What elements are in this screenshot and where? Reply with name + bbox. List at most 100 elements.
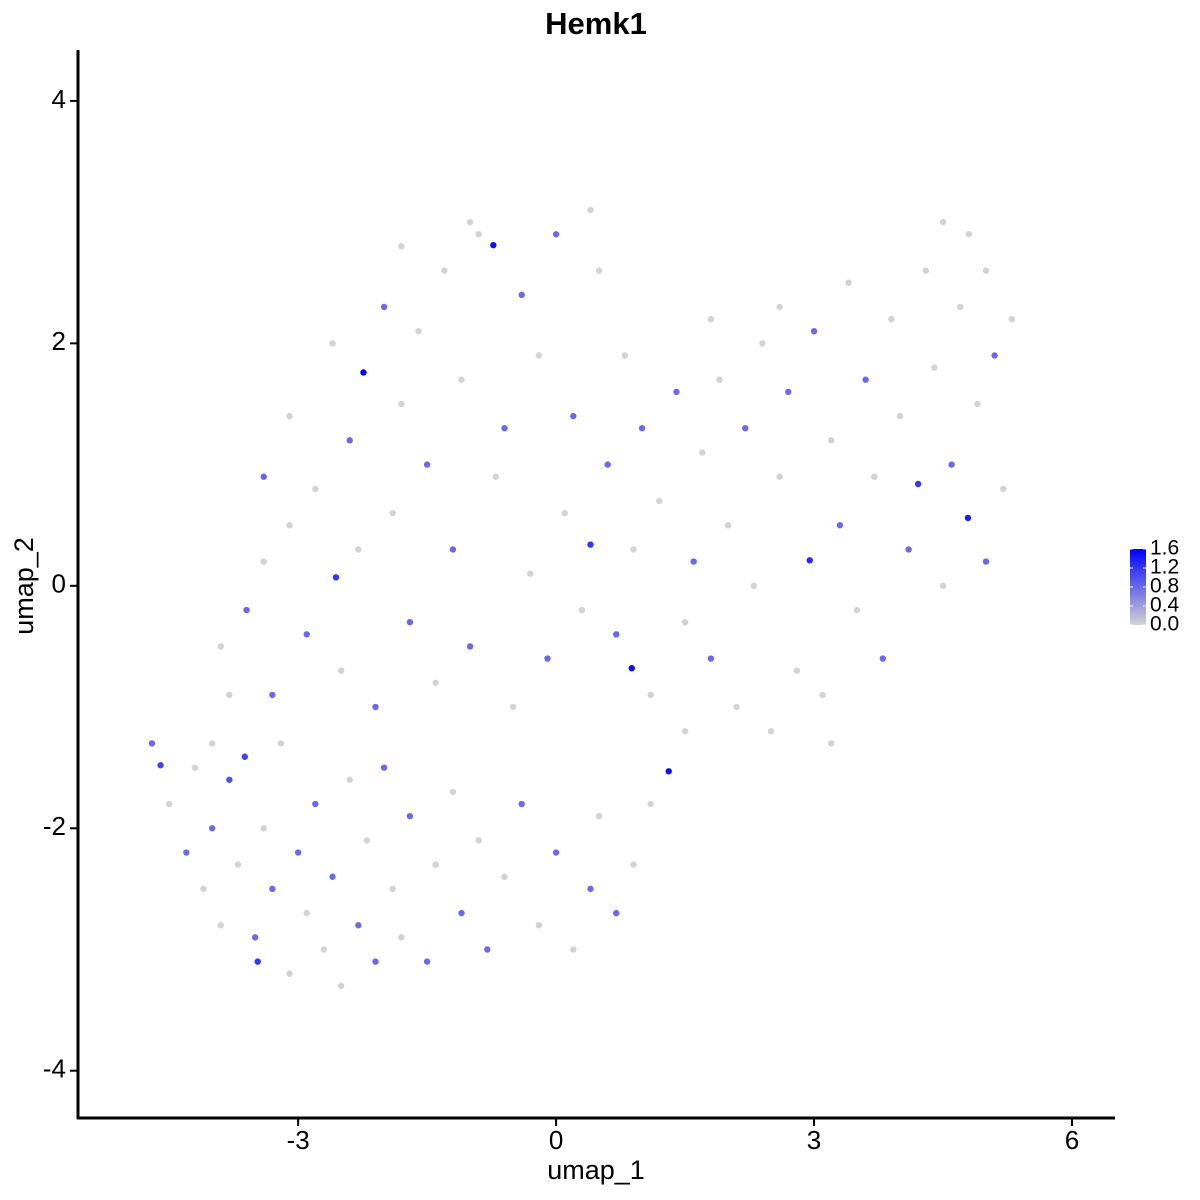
point xyxy=(226,776,233,783)
point xyxy=(466,643,474,650)
point xyxy=(312,800,319,808)
point xyxy=(501,873,508,880)
point xyxy=(286,522,293,529)
point xyxy=(509,703,517,711)
point xyxy=(1000,485,1007,493)
point xyxy=(939,582,947,590)
point xyxy=(656,497,663,505)
point xyxy=(380,303,388,311)
colorbar-tick-label: 1.6 xyxy=(1150,537,1179,560)
point xyxy=(329,873,336,880)
point xyxy=(372,958,379,965)
point xyxy=(260,825,267,832)
point xyxy=(527,570,534,577)
point xyxy=(415,328,422,335)
point xyxy=(991,352,998,359)
point xyxy=(269,691,276,699)
point xyxy=(332,574,340,581)
point xyxy=(957,303,964,311)
point xyxy=(630,546,637,553)
point xyxy=(785,388,792,396)
point xyxy=(475,231,482,238)
point xyxy=(458,376,465,383)
point xyxy=(613,909,620,917)
point xyxy=(208,740,216,747)
point xyxy=(346,776,353,783)
point xyxy=(432,861,439,868)
point xyxy=(733,703,740,711)
point xyxy=(561,509,568,517)
point xyxy=(346,437,353,444)
point xyxy=(914,480,922,488)
point xyxy=(965,231,973,238)
point xyxy=(793,667,801,674)
point xyxy=(286,412,293,420)
point xyxy=(363,837,371,844)
point xyxy=(638,425,646,432)
colorbar-tick-label: 1.2 xyxy=(1150,556,1179,579)
y-tick-label: -2 xyxy=(43,811,66,841)
point xyxy=(699,449,706,456)
point xyxy=(905,546,912,553)
point xyxy=(673,388,680,396)
x-tick-label: 6 xyxy=(1065,1125,1079,1155)
point xyxy=(1008,315,1016,323)
point xyxy=(226,691,233,699)
point xyxy=(974,400,981,408)
point xyxy=(806,557,813,564)
x-tick-label: 0 xyxy=(549,1125,563,1155)
point xyxy=(931,364,938,371)
point xyxy=(535,922,543,929)
point xyxy=(862,376,869,383)
point xyxy=(630,861,637,868)
point xyxy=(681,618,689,626)
point xyxy=(665,768,672,775)
point xyxy=(836,522,844,529)
point xyxy=(157,762,164,769)
point xyxy=(578,606,586,614)
point xyxy=(552,231,560,238)
point xyxy=(518,291,525,299)
point xyxy=(776,303,783,311)
point xyxy=(251,934,259,941)
point xyxy=(277,740,285,747)
point xyxy=(750,582,758,590)
point xyxy=(492,473,500,480)
point xyxy=(939,218,947,226)
point xyxy=(681,728,689,735)
point xyxy=(948,461,955,468)
point xyxy=(254,958,261,965)
point xyxy=(355,546,362,553)
point xyxy=(406,618,414,626)
point xyxy=(587,541,594,548)
point xyxy=(260,558,267,565)
point xyxy=(329,340,336,347)
point xyxy=(398,400,405,408)
point xyxy=(484,946,491,953)
point xyxy=(372,703,379,711)
point xyxy=(458,909,465,917)
chart-title: Hemk1 xyxy=(545,6,647,41)
point xyxy=(269,885,276,893)
point xyxy=(243,606,250,614)
point xyxy=(303,631,310,638)
point xyxy=(552,849,560,856)
y-axis-label: umap_2 xyxy=(9,537,39,635)
point xyxy=(449,788,457,796)
point xyxy=(389,885,396,893)
point xyxy=(604,461,611,468)
point xyxy=(355,922,362,929)
point xyxy=(982,558,990,565)
point xyxy=(570,412,577,420)
point xyxy=(595,267,603,274)
point xyxy=(337,982,345,990)
point xyxy=(964,514,972,522)
point xyxy=(853,606,861,614)
point xyxy=(200,885,207,893)
point xyxy=(707,655,715,662)
point xyxy=(724,522,732,529)
point xyxy=(208,825,216,832)
point xyxy=(587,885,594,893)
point xyxy=(183,849,190,856)
point xyxy=(896,412,904,420)
